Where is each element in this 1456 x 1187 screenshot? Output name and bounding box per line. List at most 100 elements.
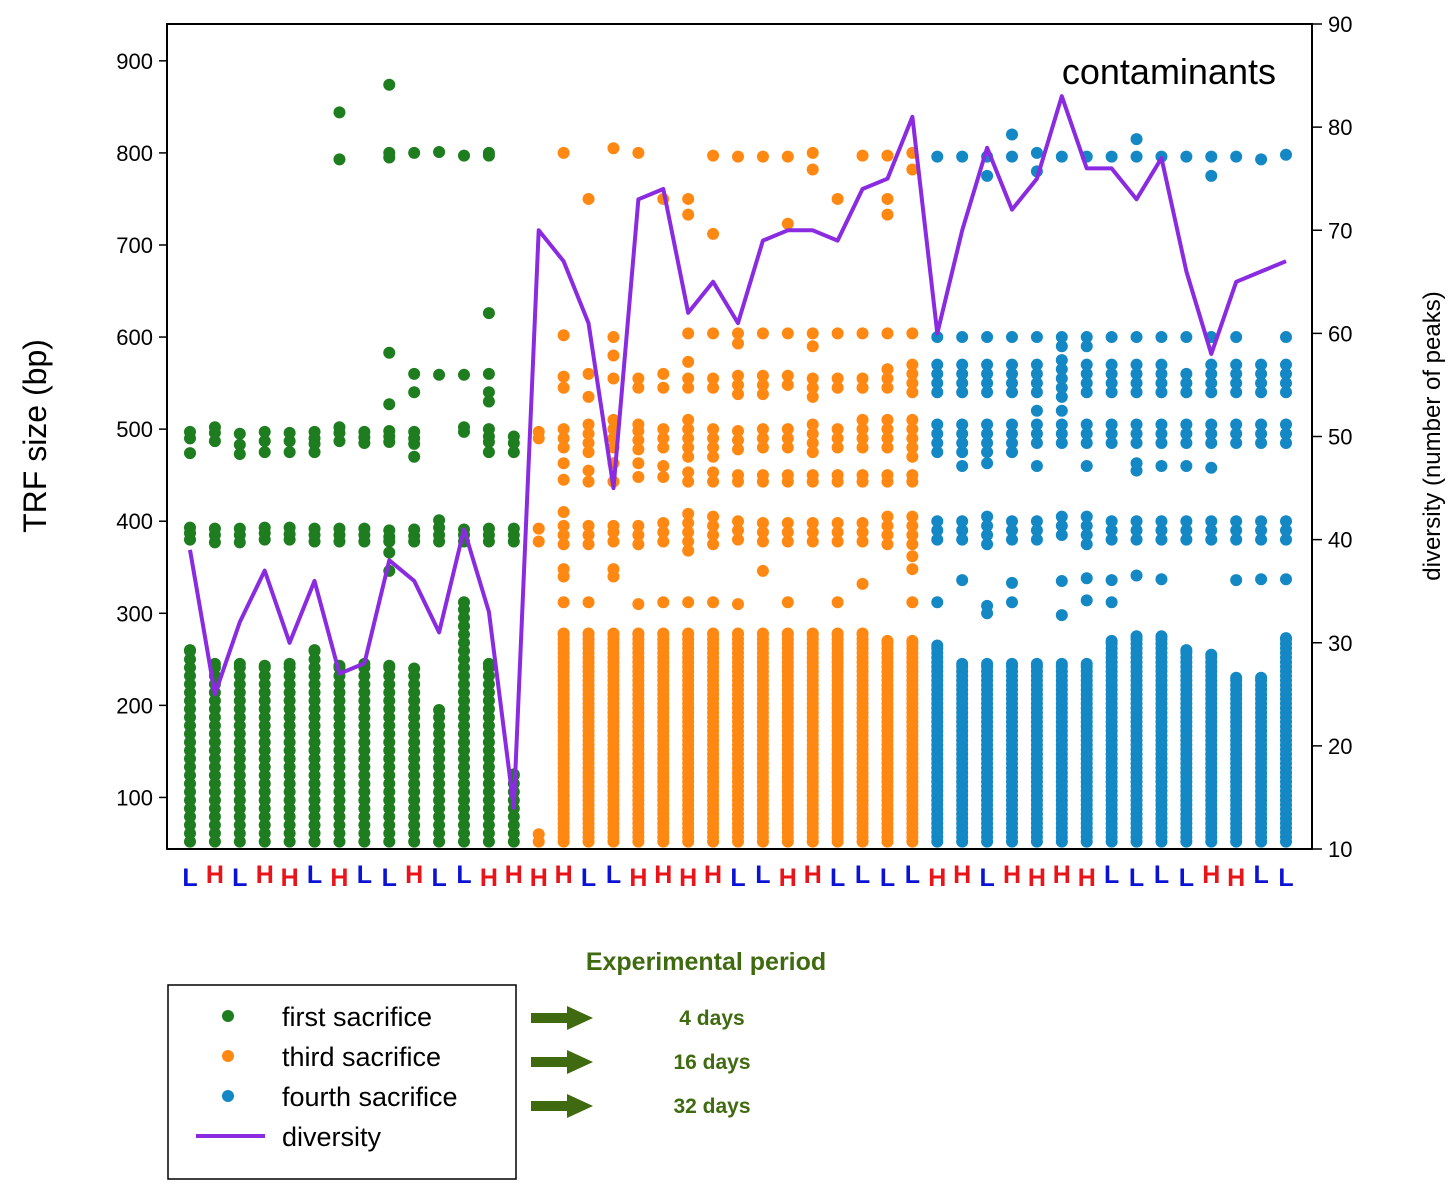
data-point xyxy=(408,686,421,699)
data-point xyxy=(732,443,744,456)
data-point xyxy=(1180,524,1193,537)
data-point xyxy=(433,761,446,774)
data-point xyxy=(333,736,346,749)
data-point xyxy=(881,149,894,162)
data-point xyxy=(1105,574,1118,587)
data-point xyxy=(433,810,446,823)
data-point xyxy=(707,327,720,340)
data-point xyxy=(1030,377,1043,390)
data-point xyxy=(1006,576,1018,589)
data-point xyxy=(433,769,446,782)
data-point xyxy=(557,457,570,470)
data-point xyxy=(184,521,196,534)
data-point xyxy=(408,752,421,765)
data-point xyxy=(208,522,221,535)
data-point xyxy=(732,337,744,350)
data-point xyxy=(283,657,296,670)
y2-tick-label: 40 xyxy=(1328,528,1352,553)
data-point xyxy=(682,475,695,488)
data-point xyxy=(233,819,246,832)
data-point xyxy=(856,149,869,162)
data-point xyxy=(358,686,371,699)
data-point xyxy=(358,769,371,782)
data-point xyxy=(1255,367,1268,380)
data-point xyxy=(233,810,246,823)
data-point xyxy=(1155,436,1168,449)
data-point xyxy=(1230,386,1243,399)
sample-label: L xyxy=(1253,861,1268,889)
data-point xyxy=(408,736,421,749)
data-point xyxy=(1105,515,1118,528)
data-point xyxy=(482,694,495,707)
data-point xyxy=(856,627,869,640)
data-point xyxy=(408,694,421,707)
data-point xyxy=(532,535,545,548)
data-point xyxy=(308,703,321,716)
data-point xyxy=(1280,533,1292,546)
data-point xyxy=(1180,377,1193,390)
data-point xyxy=(482,777,495,790)
data-point xyxy=(458,785,470,798)
data-point xyxy=(1230,533,1243,546)
data-point xyxy=(981,169,994,182)
data-point xyxy=(507,827,520,840)
data-point xyxy=(582,475,595,488)
data-point xyxy=(806,381,819,394)
data-point xyxy=(408,678,421,691)
arrow-shaft xyxy=(531,1013,569,1023)
data-point xyxy=(233,802,246,815)
data-point xyxy=(1006,524,1018,537)
data-point xyxy=(184,644,196,657)
legend-label: first sacrifice xyxy=(282,1002,432,1032)
data-point xyxy=(358,711,371,724)
data-point xyxy=(906,550,919,563)
data-point xyxy=(1080,331,1093,344)
data-point xyxy=(1255,418,1268,431)
data-point xyxy=(557,381,570,394)
data-point xyxy=(258,446,271,459)
data-point xyxy=(333,106,346,119)
data-point xyxy=(956,574,969,587)
data-point xyxy=(383,78,396,91)
data-point xyxy=(433,752,446,765)
y-tick-label: 500 xyxy=(116,417,153,442)
data-point xyxy=(1080,510,1093,523)
data-point xyxy=(408,777,421,790)
data-point xyxy=(1030,386,1043,399)
data-point xyxy=(233,769,246,782)
data-point xyxy=(408,703,421,716)
data-point xyxy=(482,386,495,399)
data-point xyxy=(1130,133,1143,146)
data-point xyxy=(1155,459,1168,472)
data-point xyxy=(682,466,695,479)
data-point xyxy=(931,596,944,609)
data-point xyxy=(956,657,969,670)
data-point xyxy=(607,413,620,426)
data-point xyxy=(557,473,570,486)
data-point xyxy=(283,777,296,790)
data-point xyxy=(906,450,919,463)
data-point xyxy=(657,471,670,484)
data-point xyxy=(906,510,919,523)
data-point xyxy=(482,761,495,774)
data-point xyxy=(383,752,396,765)
data-point xyxy=(781,378,794,391)
data-point xyxy=(707,529,720,542)
data-point xyxy=(1280,436,1292,449)
data-point xyxy=(208,694,221,707)
data-point xyxy=(1006,150,1018,163)
data-point xyxy=(258,752,271,765)
data-point xyxy=(433,785,446,798)
data-point xyxy=(283,669,296,682)
data-point xyxy=(582,627,595,640)
data-point xyxy=(482,395,495,408)
data-point xyxy=(233,657,246,670)
left-axis: 100 200 300 400 500 600 700 800 900 xyxy=(116,49,167,810)
data-point xyxy=(1080,529,1093,542)
data-point xyxy=(1055,529,1068,542)
data-point xyxy=(1155,427,1168,440)
data-point xyxy=(906,634,919,647)
data-point xyxy=(806,475,819,488)
data-point xyxy=(881,529,894,542)
data-point xyxy=(482,835,495,848)
